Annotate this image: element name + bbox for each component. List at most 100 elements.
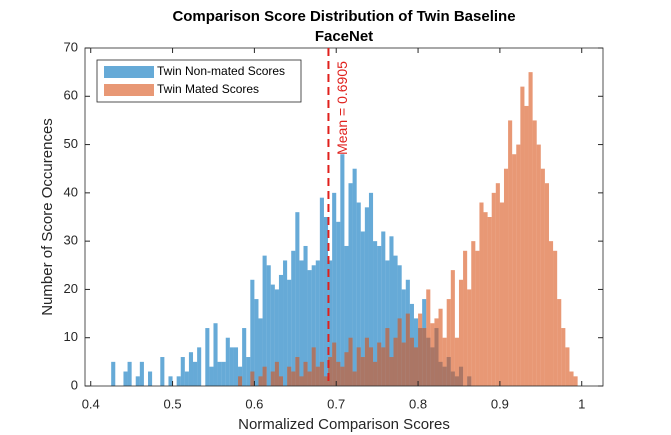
histogram-bar	[454, 337, 459, 386]
histogram-bar	[409, 337, 414, 386]
histogram-bar	[520, 86, 525, 386]
histogram-bar	[430, 323, 435, 386]
histogram-bar	[127, 361, 132, 386]
histogram-bar	[176, 376, 181, 386]
histogram-bar	[139, 361, 144, 386]
histogram-bar	[360, 231, 365, 386]
histogram-bar	[328, 260, 333, 386]
histogram-bar	[238, 366, 243, 386]
histogram-bar	[283, 260, 288, 386]
histogram-bar	[180, 357, 185, 386]
histogram-bar	[336, 361, 341, 386]
histogram-bar	[217, 361, 222, 386]
histogram-bar	[442, 337, 447, 386]
histogram-bar	[356, 202, 361, 386]
x-tick-label: 0.8	[409, 396, 427, 411]
histogram-bar	[426, 289, 431, 386]
y-tick-label: 60	[64, 88, 78, 103]
histogram-bar	[238, 376, 243, 386]
legend-swatch	[104, 66, 154, 78]
histogram-bar	[389, 357, 394, 386]
histogram-bar	[381, 347, 386, 386]
histogram-bar	[438, 308, 443, 386]
histogram-bar	[360, 357, 365, 386]
histogram-bar	[373, 361, 378, 386]
histogram-bar	[148, 371, 153, 386]
histogram-bar	[111, 361, 116, 386]
histogram-bar	[319, 361, 324, 386]
y-tick-label: 30	[64, 233, 78, 248]
histogram-bar	[315, 366, 320, 386]
histogram-bar	[467, 289, 472, 386]
histogram-bar	[197, 347, 202, 386]
histogram-bar	[209, 366, 214, 386]
x-tick-label: 0.5	[164, 396, 182, 411]
histogram-bar	[287, 366, 292, 386]
histogram-bar	[270, 371, 275, 386]
histogram-bar	[233, 347, 239, 386]
histogram-bar	[377, 245, 382, 386]
histogram-bar	[450, 270, 455, 386]
histogram-bar	[491, 192, 496, 386]
histogram-bar	[508, 120, 513, 386]
histogram-bar	[193, 361, 198, 386]
histogram-bar	[368, 192, 374, 386]
histogram-bar	[479, 202, 484, 386]
histogram-bar	[503, 168, 509, 386]
histogram-bar	[221, 361, 226, 386]
histogram-bar	[266, 265, 271, 386]
histogram-bar	[561, 328, 566, 386]
histogram-bar	[397, 318, 402, 386]
histogram-bar	[323, 376, 329, 386]
histogram-bar	[524, 105, 529, 386]
histogram-bar	[250, 279, 255, 386]
y-tick-label: 40	[64, 184, 78, 199]
histogram-bar	[123, 371, 128, 386]
x-axis-label: Normalized Comparison Scores	[238, 416, 450, 433]
histogram-bar	[565, 347, 570, 386]
histogram-bar	[352, 168, 357, 386]
histogram-bar	[344, 352, 349, 386]
histogram-bar	[274, 361, 279, 386]
histogram-bar	[303, 361, 308, 386]
histogram-bar	[557, 299, 562, 386]
histogram-bar	[548, 241, 554, 386]
histogram-bar	[422, 328, 427, 386]
histogram-bar	[303, 245, 308, 386]
histogram-bar	[242, 328, 247, 386]
y-tick-label: 50	[64, 136, 78, 151]
histogram-bar	[225, 337, 230, 386]
histogram-bar	[258, 318, 263, 386]
histogram-bar	[184, 371, 189, 386]
histogram-bar	[540, 168, 545, 386]
histogram-bar	[573, 376, 578, 386]
histogram-bar	[532, 120, 537, 386]
histogram-bar	[434, 318, 439, 386]
legend-label: Twin Mated Scores	[157, 82, 259, 96]
y-tick-label: 10	[64, 329, 78, 344]
histogram-bar	[356, 347, 361, 386]
histogram-bar	[516, 144, 521, 386]
histogram-bar	[413, 347, 419, 386]
histogram-bar	[340, 154, 345, 386]
histogram-bar	[295, 357, 300, 386]
histogram-bar	[553, 250, 558, 386]
histogram-bar	[471, 241, 476, 386]
histogram-bar	[311, 265, 316, 386]
chart-subtitle: FaceNet	[315, 28, 373, 45]
axes-box	[84, 47, 604, 387]
histogram-bar	[315, 260, 320, 386]
histogram-bar	[512, 154, 517, 386]
histogram-bar	[262, 366, 267, 386]
histogram-bar	[385, 328, 390, 386]
histogram-bar	[291, 371, 296, 386]
histogram-bar	[307, 371, 312, 386]
histogram-bar	[377, 342, 382, 386]
histogram-bar	[278, 274, 284, 386]
histogram-bar	[254, 299, 259, 386]
histogram-bar	[487, 217, 492, 386]
histogram-bar	[168, 376, 173, 386]
histogram-bar	[348, 337, 353, 386]
x-tick-label: 0.9	[491, 396, 509, 411]
